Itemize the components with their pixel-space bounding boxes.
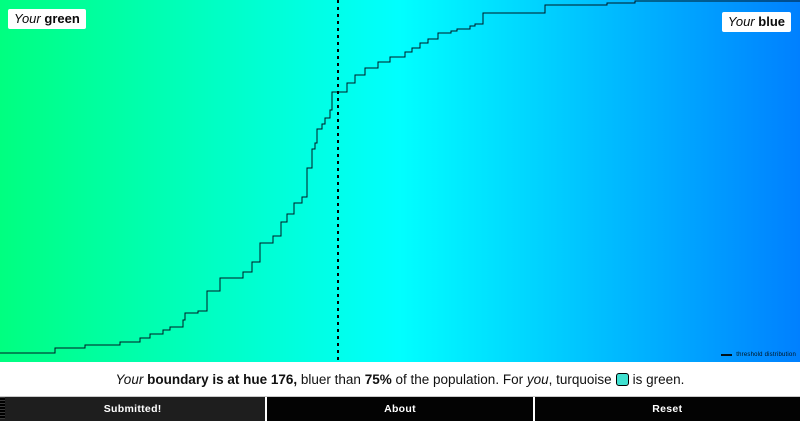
hue-gradient-stage: Your green Your blue threshold distribut…: [0, 0, 800, 362]
legend-line-sample: [721, 354, 733, 356]
caption-is-green: is green.: [632, 371, 685, 387]
user-boundary-dashed-line: [337, 0, 339, 362]
threshold-distribution-curve: [0, 0, 800, 354]
about-button[interactable]: About: [267, 397, 533, 421]
bottom-button-bar: Submitted! About Reset: [0, 396, 800, 421]
submit-button[interactable]: Submitted!: [0, 397, 266, 421]
your-green-label: Your green: [8, 9, 86, 29]
caption-bluer-than: bluer than: [297, 371, 365, 387]
threshold-distribution-chart: [0, 0, 800, 354]
turquoise-color-swatch: [615, 372, 629, 386]
your-blue-label: Your blue: [721, 12, 791, 32]
your-blue-label-prefix: Your: [727, 14, 755, 29]
caption-population: of the population. For: [391, 371, 527, 387]
caption-you: you: [526, 371, 549, 387]
chart-legend: threshold distribution: [721, 352, 796, 358]
legend-label: threshold distribution: [736, 352, 796, 358]
result-sentence: Your boundary is at hue 176, bluer than …: [0, 362, 800, 396]
your-blue-label-word: blue: [758, 14, 785, 29]
reset-button[interactable]: Reset: [534, 397, 800, 421]
caption-your: Your: [115, 371, 148, 387]
your-green-label-word: green: [44, 11, 80, 26]
caption-boundary-hue: boundary is at hue 176,: [147, 371, 298, 387]
caption-percent: 75%: [364, 371, 392, 387]
caption-turquoise: , turquoise: [548, 371, 612, 387]
side-version-badge: [0, 397, 5, 419]
your-green-label-prefix: Your: [14, 11, 41, 26]
